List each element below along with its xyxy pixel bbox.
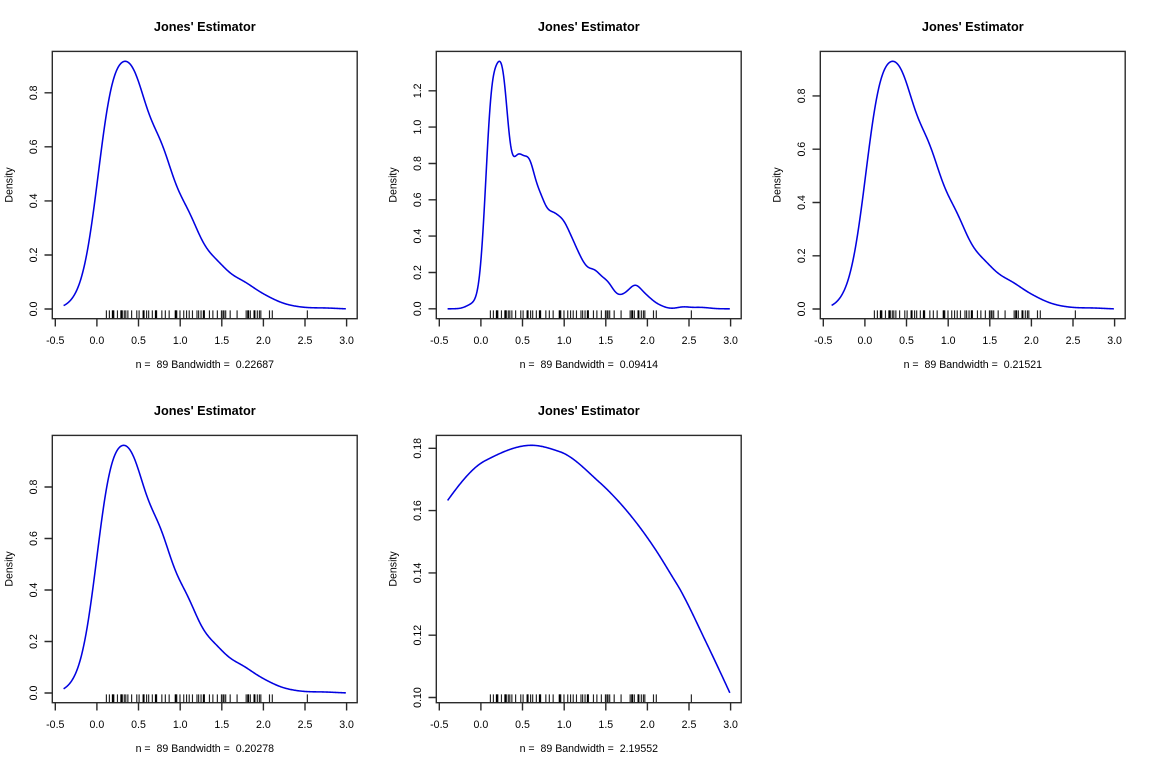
svg-text:1.0: 1.0 — [941, 335, 956, 347]
svg-text:1.5: 1.5 — [598, 719, 613, 731]
svg-text:0.0: 0.0 — [28, 686, 40, 701]
svg-text:2.0: 2.0 — [256, 719, 271, 731]
svg-text:0.14: 0.14 — [412, 562, 424, 583]
svg-text:0.5: 0.5 — [131, 719, 146, 731]
svg-text:Density: Density — [387, 551, 399, 587]
svg-text:-0.5: -0.5 — [430, 335, 448, 347]
svg-text:2.5: 2.5 — [682, 335, 697, 347]
svg-text:n = 89 Bandwidth = 0.22687: n = 89 Bandwidth = 0.22687 — [136, 359, 275, 371]
svg-text:1.2: 1.2 — [412, 83, 424, 98]
svg-text:1.0: 1.0 — [173, 335, 188, 347]
svg-text:1.5: 1.5 — [214, 719, 229, 731]
svg-text:2.5: 2.5 — [298, 719, 313, 731]
svg-text:2.0: 2.0 — [640, 335, 655, 347]
svg-text:3.0: 3.0 — [723, 335, 738, 347]
svg-text:0.0: 0.0 — [412, 301, 424, 316]
svg-text:0.0: 0.0 — [28, 302, 40, 317]
svg-text:1.5: 1.5 — [598, 335, 613, 347]
svg-text:0.12: 0.12 — [412, 625, 424, 646]
svg-text:2.5: 2.5 — [298, 335, 313, 347]
svg-text:0.4: 0.4 — [28, 193, 40, 208]
svg-text:0.8: 0.8 — [28, 85, 40, 100]
svg-text:0.5: 0.5 — [131, 335, 146, 347]
svg-text:3.0: 3.0 — [339, 719, 354, 731]
svg-text:0.4: 0.4 — [28, 583, 40, 598]
svg-text:Density: Density — [3, 551, 15, 587]
svg-text:0.2: 0.2 — [796, 248, 808, 263]
svg-text:0.4: 0.4 — [412, 229, 424, 244]
svg-text:0.5: 0.5 — [515, 719, 530, 731]
svg-text:0.2: 0.2 — [28, 634, 40, 649]
svg-text:0.2: 0.2 — [412, 265, 424, 280]
svg-text:2.5: 2.5 — [1066, 335, 1081, 347]
svg-text:1.5: 1.5 — [214, 335, 229, 347]
svg-text:0.6: 0.6 — [796, 142, 808, 157]
svg-text:0.18: 0.18 — [412, 438, 424, 459]
svg-text:1.0: 1.0 — [173, 719, 188, 731]
svg-text:3.0: 3.0 — [1107, 335, 1122, 347]
svg-text:2.0: 2.0 — [1024, 335, 1039, 347]
svg-text:Density: Density — [387, 167, 399, 203]
svg-text:n = 89 Bandwidth = 0.09414: n = 89 Bandwidth = 0.09414 — [520, 359, 659, 371]
svg-text:Jones' Estimator: Jones' Estimator — [538, 404, 640, 418]
svg-text:0.8: 0.8 — [796, 88, 808, 103]
svg-text:2.0: 2.0 — [256, 335, 271, 347]
svg-text:0.8: 0.8 — [412, 156, 424, 171]
svg-text:0.6: 0.6 — [412, 192, 424, 207]
svg-text:0.4: 0.4 — [796, 195, 808, 210]
svg-text:0.0: 0.0 — [474, 719, 489, 731]
svg-text:0.6: 0.6 — [28, 531, 40, 546]
svg-text:n = 89 Bandwidth = 0.20278: n = 89 Bandwidth = 0.20278 — [136, 743, 275, 755]
svg-text:0.0: 0.0 — [474, 335, 489, 347]
svg-text:3.0: 3.0 — [339, 335, 354, 347]
svg-text:0.16: 0.16 — [412, 500, 424, 521]
svg-text:0.0: 0.0 — [796, 302, 808, 317]
svg-text:n = 89 Bandwidth = 0.21521: n = 89 Bandwidth = 0.21521 — [904, 359, 1043, 371]
svg-text:0.0: 0.0 — [858, 335, 873, 347]
svg-text:-0.5: -0.5 — [814, 335, 832, 347]
svg-text:Density: Density — [3, 167, 15, 203]
svg-text:Density: Density — [771, 167, 783, 203]
svg-text:2.5: 2.5 — [682, 719, 697, 731]
svg-text:-0.5: -0.5 — [46, 335, 64, 347]
svg-text:0.2: 0.2 — [28, 248, 40, 263]
svg-text:0.0: 0.0 — [90, 335, 105, 347]
svg-text:3.0: 3.0 — [723, 719, 738, 731]
svg-text:0.6: 0.6 — [28, 139, 40, 154]
svg-text:1.0: 1.0 — [557, 719, 572, 731]
svg-text:n = 89 Bandwidth = 2.19552: n = 89 Bandwidth = 2.19552 — [520, 743, 659, 755]
svg-text:1.0: 1.0 — [557, 335, 572, 347]
svg-text:0.0: 0.0 — [90, 719, 105, 731]
svg-text:Jones' Estimator: Jones' Estimator — [154, 20, 256, 34]
svg-text:2.0: 2.0 — [640, 719, 655, 731]
svg-text:0.5: 0.5 — [899, 335, 914, 347]
svg-text:Jones' Estimator: Jones' Estimator — [154, 404, 256, 418]
svg-text:0.10: 0.10 — [412, 687, 424, 708]
svg-text:Jones' Estimator: Jones' Estimator — [922, 20, 1024, 34]
svg-text:-0.5: -0.5 — [46, 719, 64, 731]
svg-text:1.0: 1.0 — [412, 120, 424, 135]
svg-text:0.8: 0.8 — [28, 480, 40, 495]
svg-text:Jones' Estimator: Jones' Estimator — [538, 20, 640, 34]
svg-text:-0.5: -0.5 — [430, 719, 448, 731]
svg-text:0.5: 0.5 — [515, 335, 530, 347]
svg-text:1.5: 1.5 — [982, 335, 997, 347]
